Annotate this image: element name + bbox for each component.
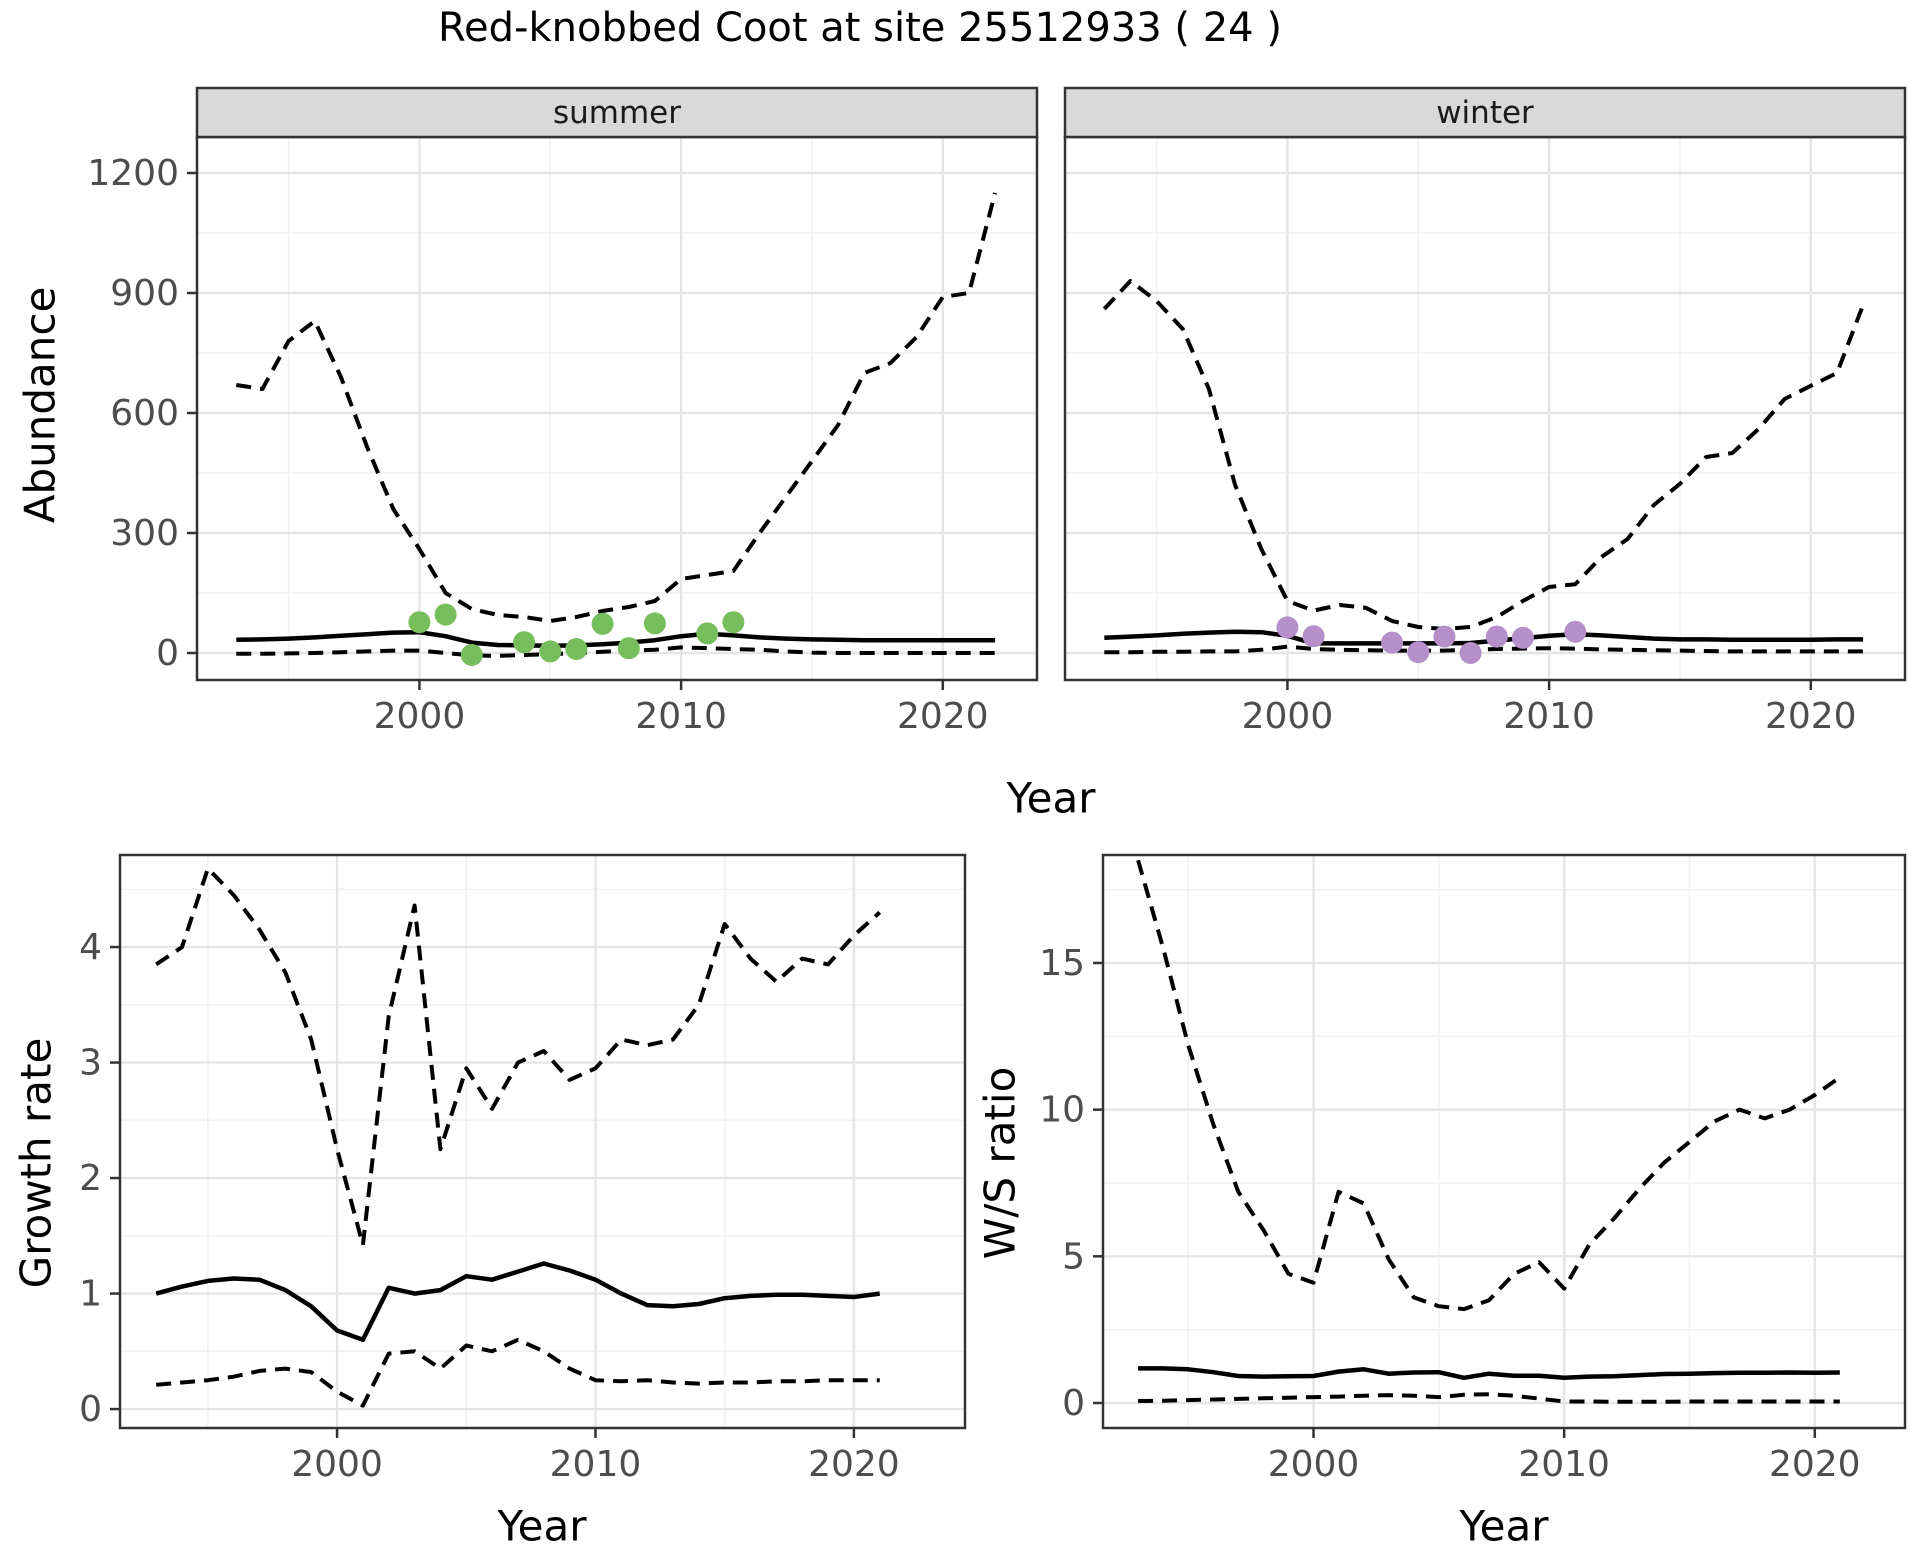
abundance_winter-observed-counts: [1276, 616, 1587, 664]
observed-point: [539, 640, 562, 663]
abundance_summer-upper-95ci-line: [235, 192, 998, 623]
x-tick-label: 2000: [374, 696, 466, 737]
y-tick-label: 15: [1039, 943, 1085, 984]
observed-point: [408, 611, 431, 634]
facet-strip: [195, 86, 1039, 139]
x-tick-label: 2020: [1769, 1444, 1861, 1485]
y-axis-title-abundance: Abundance: [15, 286, 65, 524]
y-tick-label: 2: [79, 1158, 102, 1199]
observed-point: [617, 637, 640, 660]
growth-lower-95ci-line: [156, 1337, 880, 1408]
observed-point: [434, 603, 457, 626]
x-axis-title-year-growth: Year: [497, 1501, 587, 1551]
observed-point: [696, 622, 719, 645]
chart-abundance_winter: 2000 2010 2020: [1063, 86, 1907, 737]
x-tick-label: 2000: [1242, 696, 1334, 737]
x-axis-title-year-ws: Year: [1459, 1501, 1549, 1551]
x-tick-label: 2020: [897, 696, 989, 737]
chart-ws: 2000 2010 2020 0 5 10 15: [1039, 853, 1907, 1485]
observed-point: [1381, 631, 1404, 654]
panel-border: [1101, 853, 1907, 1430]
x-tick-label: 2020: [808, 1444, 900, 1485]
abundance_summer-lower-95ci-line: [236, 645, 996, 658]
chart-abundance_summer: 2000 2010 2020 0 300 600 900 1200: [87, 86, 1039, 737]
y-tick-label: 0: [1062, 1383, 1085, 1424]
abundance_winter-median-estimate-line: [1104, 629, 1864, 646]
panel-border: [195, 135, 1039, 682]
y-tick-label: 300: [110, 513, 179, 554]
y-axis-title-ws-ratio: W/S ratio: [975, 1066, 1025, 1260]
growth-upper-95ci-line: [155, 866, 882, 1247]
observed-point: [722, 611, 745, 634]
x-tick-label: 2010: [1518, 1444, 1610, 1485]
y-tick-label: 0: [156, 633, 179, 674]
observed-point: [1302, 625, 1325, 648]
observed-point: [1511, 626, 1534, 649]
facet-strip-label-winter: winter: [1436, 94, 1534, 131]
abundance_summer-observed-counts: [408, 603, 745, 666]
x-tick-label: 2000: [291, 1444, 383, 1485]
ws-lower-95ci-line: [1138, 1392, 1840, 1404]
facet-strip: [1063, 86, 1907, 139]
observed-point: [1407, 641, 1430, 664]
y-tick-label: 10: [1039, 1090, 1085, 1131]
observed-point: [1485, 625, 1508, 648]
observed-point: [591, 612, 614, 635]
observed-point: [1564, 620, 1587, 643]
x-axis-title-year-top: Year: [1006, 773, 1096, 823]
x-tick-label: 2010: [635, 696, 727, 737]
y-tick-label: 3: [79, 1043, 102, 1084]
observed-point: [565, 638, 588, 660]
growth-median-estimate-line: [155, 1261, 880, 1343]
abundance_winter-lower-95ci-line: [1104, 644, 1864, 655]
observed-point: [460, 644, 483, 666]
y-tick-label: 600: [110, 393, 179, 434]
observed-point: [1459, 642, 1482, 664]
x-tick-label: 2010: [1503, 696, 1595, 737]
y-tick-label: 0: [79, 1389, 102, 1430]
ws-upper-95ci-line: [1136, 859, 1841, 1312]
y-axis-title-growth-rate: Growth rate: [11, 1037, 61, 1289]
y-tick-label: 900: [110, 273, 179, 314]
plot-title: Red-knobbed Coot at site 25512933 ( 24 ): [438, 5, 1282, 51]
y-tick-label: 1200: [87, 153, 179, 194]
x-tick-label: 2000: [1268, 1444, 1360, 1485]
x-tick-label: 2020: [1765, 696, 1857, 737]
observed-point: [643, 612, 666, 635]
abundance_winter-upper-95ci-line: [1102, 279, 1865, 631]
x-tick-label: 2010: [550, 1444, 642, 1485]
y-tick-label: 5: [1062, 1236, 1085, 1277]
y-tick-label: 1: [79, 1274, 102, 1315]
chart-growth: 2000 2010 2020 0 1 2 3 4: [79, 853, 967, 1485]
abundance_summer-median-estimate-line: [236, 629, 996, 649]
ws-median-estimate-line: [1138, 1366, 1840, 1381]
observed-point: [1276, 616, 1299, 639]
panel-border: [118, 853, 967, 1430]
panel-border: [1063, 135, 1907, 682]
observed-point: [513, 631, 536, 654]
facet-strip-label-summer: summer: [552, 94, 681, 131]
observed-point: [1433, 625, 1456, 648]
y-tick-label: 4: [79, 927, 102, 968]
